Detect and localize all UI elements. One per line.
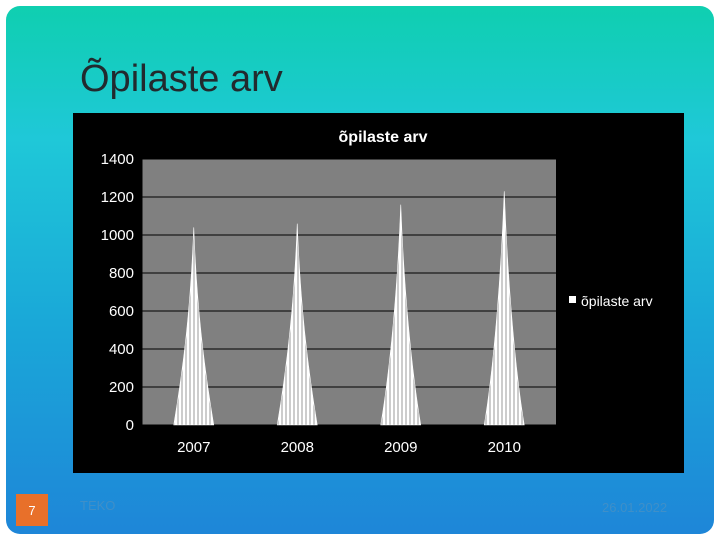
y-tick-label: 200 bbox=[109, 379, 134, 396]
page-number-badge: 7 bbox=[16, 494, 48, 526]
chart-title: õpilaste arv bbox=[339, 129, 428, 146]
x-axis: 2007 2008 2009 2010 bbox=[177, 439, 521, 456]
y-axis: 0 200 400 600 800 1000 1200 1400 bbox=[101, 151, 143, 434]
legend-label: õpilaste arv bbox=[581, 293, 653, 309]
bar bbox=[380, 204, 422, 426]
footer-text: TEKO bbox=[80, 498, 116, 513]
y-tick-label: 1000 bbox=[101, 227, 134, 244]
slide: Õpilaste arv õpilaste arv 0 200 400 600 800 1… bbox=[6, 6, 714, 534]
bar bbox=[173, 227, 215, 426]
bars bbox=[173, 191, 525, 426]
chart-container: õpilaste arv 0 200 400 600 800 1000 1200 1400 2… bbox=[73, 113, 684, 473]
legend: õpilaste arv bbox=[569, 293, 653, 309]
footer-date: 26.01.2022 bbox=[602, 500, 668, 515]
y-tick-label: 1400 bbox=[101, 151, 134, 168]
y-tick-label: 800 bbox=[109, 265, 134, 282]
x-tick-label: 2009 bbox=[384, 439, 417, 456]
slide-title: Õpilaste arv bbox=[80, 58, 283, 100]
x-tick-label: 2010 bbox=[488, 439, 521, 456]
bar bbox=[276, 223, 318, 426]
x-tick-label: 2007 bbox=[177, 439, 210, 456]
bar-chart: õpilaste arv 0 200 400 600 800 1000 1200 1400 2… bbox=[101, 129, 653, 456]
y-tick-label: 600 bbox=[109, 303, 134, 320]
y-tick-label: 400 bbox=[109, 341, 134, 358]
legend-swatch bbox=[569, 296, 576, 303]
y-tick-label: 1200 bbox=[101, 189, 134, 206]
plot-area bbox=[142, 159, 556, 425]
bar bbox=[483, 191, 525, 426]
y-tick-label: 0 bbox=[126, 417, 134, 434]
x-tick-label: 2008 bbox=[281, 439, 314, 456]
